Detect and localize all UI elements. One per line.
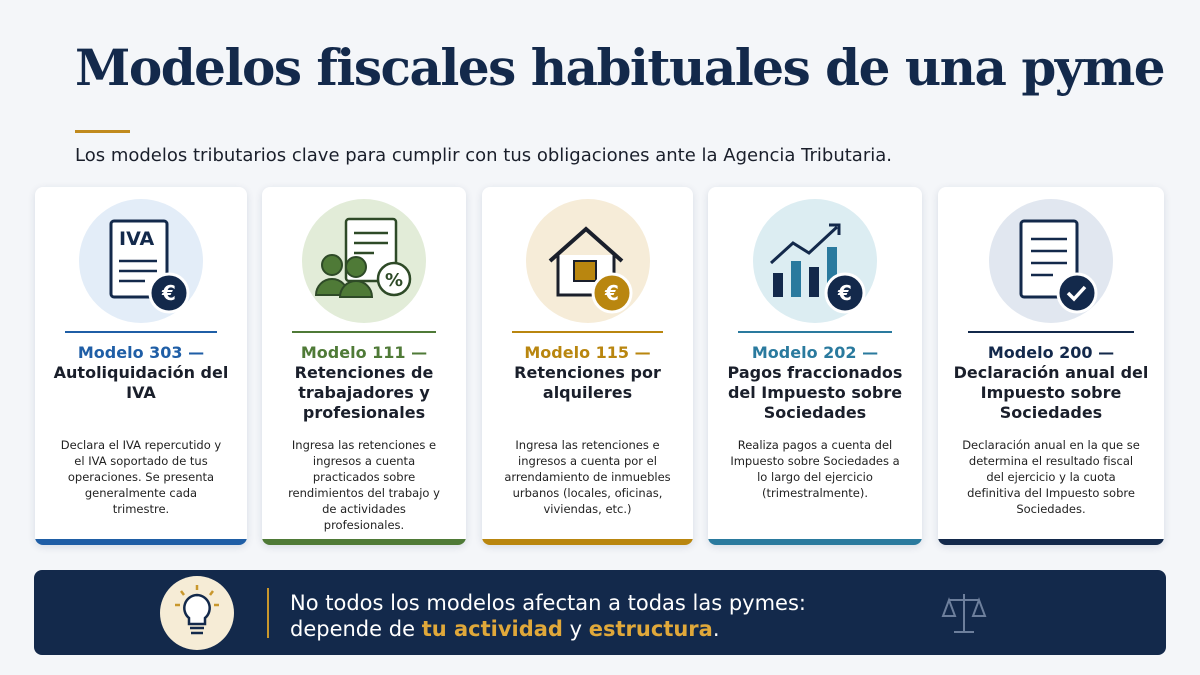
card-icon: € (753, 199, 877, 323)
accent-rule (75, 130, 130, 133)
model-number: Modelo 111 — (300, 343, 428, 362)
card-title: Modelo 202 — Pagos fraccionados del Impue… (720, 343, 910, 423)
divider (968, 331, 1134, 333)
card: Modelo 200 — Declaración anual del Impues… (938, 187, 1164, 545)
text: y (569, 617, 583, 641)
scales-icon (941, 594, 987, 633)
accent-bar (708, 539, 922, 545)
footer-line: No todos los modelos afectan a todas las… (290, 591, 806, 615)
title: Modelos fiscales habituales de una pyme (75, 38, 1166, 97)
icon-badge: € (604, 281, 619, 305)
divider (512, 331, 663, 333)
icon-badge: € (161, 281, 176, 305)
card: % Modelo 111 — Retenciones de trabajadore… (262, 187, 466, 545)
footer-banner: No todos los modelos afectan a todas las… (34, 570, 1166, 655)
model-number: Modelo 115 — (524, 343, 651, 362)
card-title: Modelo 303 — Autoliquidación del IVA (47, 343, 235, 403)
card-icon: % (302, 199, 426, 323)
card-title: Modelo 111 — Retenciones de trabajadores … (274, 343, 454, 423)
card-description: Declaración anual en la que se determina… (962, 438, 1140, 516)
footer-text: No todos los modelos afectan a todas las… (290, 590, 806, 642)
subtitle: Los modelos tributarios clave para cumpl… (75, 145, 892, 166)
model-name: Autoliquidación del IVA (53, 363, 229, 402)
card-description: Ingresa las retenciones e ingresos a cue… (288, 438, 440, 532)
model-name: Retenciones de trabajadores y profesiona… (294, 363, 434, 422)
card-description: Declara el IVA repercutido y el IVA sopo… (60, 438, 222, 516)
divider (738, 331, 892, 333)
model-name: Declaración anual del Impuesto sobre Soc… (953, 363, 1149, 422)
model-number: Modelo 202 — (751, 343, 879, 362)
divider (267, 588, 269, 638)
footer-line: depende de tu actividad y estructura. (290, 616, 806, 642)
accent-bar (35, 539, 247, 545)
card-icon (989, 199, 1113, 323)
text: depende de (290, 617, 415, 641)
icon-label: IVA (119, 228, 154, 250)
card-description: Ingresa las retenciones e ingresos a cue… (504, 438, 671, 516)
card-title: Modelo 200 — Declaración anual del Impues… (950, 343, 1152, 423)
highlight: tu actividad (421, 617, 563, 641)
icon-badge: % (385, 270, 403, 291)
card: IVA € Modelo 303 — Autoliquidación del IV… (35, 187, 247, 545)
model-name: Pagos fraccionados del Impuesto sobre So… (727, 363, 903, 422)
lightbulb-icon (160, 576, 234, 650)
model-name: Retenciones por alquileres (514, 363, 661, 402)
divider (292, 331, 436, 333)
card-icon: IVA € (79, 199, 203, 323)
card-description: Realiza pagos a cuenta del Impuesto sobr… (730, 438, 900, 500)
card: € Modelo 115 — Retenciones por alquileres… (482, 187, 693, 545)
accent-bar (482, 539, 693, 545)
card-icon: € (525, 199, 650, 323)
divider (65, 331, 217, 333)
accent-bar (938, 539, 1164, 545)
icon-badge: € (837, 281, 852, 305)
card-title: Modelo 115 — Retenciones por alquileres (494, 343, 681, 403)
model-number: Modelo 303 — (77, 343, 205, 362)
accent-bar (262, 539, 466, 545)
card: € Modelo 202 — Pagos fraccionados del Imp… (708, 187, 922, 545)
model-number: Modelo 200 — (987, 343, 1115, 362)
highlight: estructura (588, 617, 713, 641)
text: . (712, 617, 720, 641)
